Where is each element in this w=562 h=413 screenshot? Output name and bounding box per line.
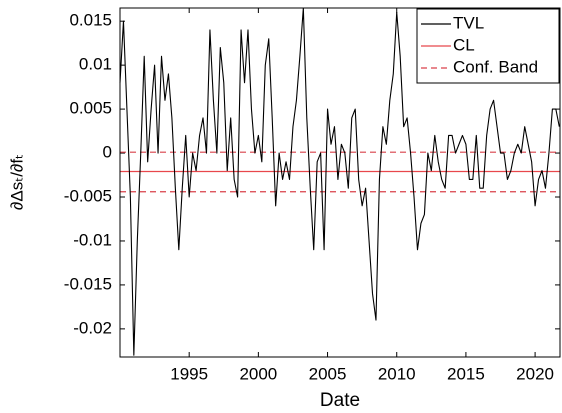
y-tick-label: -0.005 <box>64 186 112 205</box>
y-tick-label: -0.02 <box>73 318 112 337</box>
x-tick-label: 2005 <box>309 364 347 383</box>
y-tick-label: -0.01 <box>73 230 112 249</box>
y-axis-label: ∂Δsₜ/∂fₜ <box>7 154 26 210</box>
x-tick-label: 1995 <box>170 364 208 383</box>
legend-label: TVL <box>453 13 484 32</box>
x-axis-label: Date <box>320 390 360 411</box>
legend-label: CL <box>453 35 475 54</box>
legend-label: Conf. Band <box>453 57 538 76</box>
x-tick-label: 2015 <box>447 364 485 383</box>
x-tick-label: 2010 <box>378 364 416 383</box>
x-tick-label: 2000 <box>239 364 277 383</box>
x-tick-label: 2020 <box>516 364 554 383</box>
y-tick-label: -0.015 <box>64 274 112 293</box>
y-tick-label: 0.015 <box>69 11 112 30</box>
plot-frame <box>119 7 561 358</box>
y-tick-label: 0.005 <box>69 99 112 118</box>
data-line <box>119 7 560 356</box>
y-tick-label: 0 <box>103 143 112 162</box>
y-tick-label: 0.01 <box>79 55 112 74</box>
